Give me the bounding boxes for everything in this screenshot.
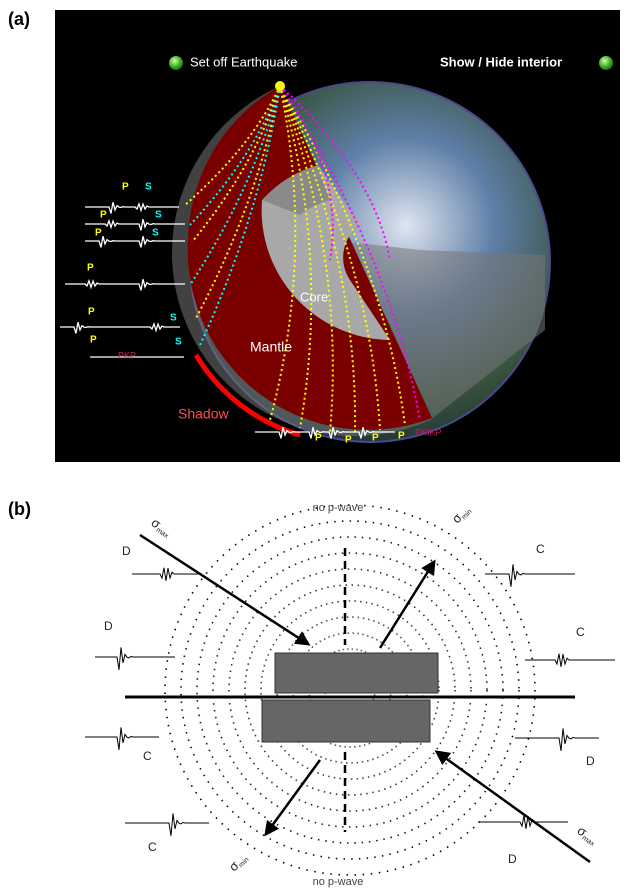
quadrant-label: D	[508, 852, 517, 866]
button[interactable]: Set off Earthquake	[190, 54, 297, 69]
wave-label: P	[345, 435, 352, 446]
wave-label: S	[152, 228, 159, 239]
fault-block	[262, 700, 430, 742]
stress-arrow	[437, 752, 590, 862]
wave-label: P	[122, 182, 129, 193]
stress-label: σmax	[574, 823, 601, 848]
stress-arrow	[380, 562, 434, 648]
stress-arrow	[140, 535, 308, 644]
quadrant-label: D	[104, 619, 113, 633]
page: (a) Set off Earthquake Show / Hide inter…	[0, 0, 644, 888]
panel-label: (b)	[8, 499, 31, 519]
stress-label: σmin	[226, 850, 251, 875]
stress-label: σmax	[148, 515, 175, 540]
wave-label: P	[87, 263, 94, 274]
seismogram	[478, 816, 568, 829]
stress-subscript: min	[238, 856, 251, 869]
seismogram	[125, 813, 209, 835]
wave-label: S	[175, 337, 182, 348]
quadrant-label: D	[586, 754, 595, 768]
region-label: Shadow	[178, 406, 229, 422]
button[interactable]: Show / Hide interior	[440, 54, 562, 69]
wave-label: P	[372, 433, 379, 444]
fault-block	[275, 653, 438, 693]
seismogram	[515, 728, 599, 750]
epicenter	[275, 81, 285, 91]
wave-label: S	[145, 182, 152, 193]
seismogram	[525, 654, 615, 667]
stress-label: σmin	[449, 502, 474, 527]
quadrant-label: D	[122, 544, 131, 558]
stress-subscript: max	[581, 834, 596, 848]
wave-label: P	[315, 433, 322, 444]
seismogram	[485, 564, 575, 586]
wave-label: P	[95, 228, 102, 239]
wave-label: P	[100, 210, 107, 221]
button-icon[interactable]	[599, 56, 613, 70]
seismogram	[85, 727, 159, 749]
wave-label: S	[155, 210, 162, 221]
region-label: Mantle	[250, 339, 292, 355]
region-label: Core	[300, 289, 328, 304]
note: no p-wave	[313, 502, 364, 514]
phase-label: PKIKP	[415, 427, 442, 437]
wave-label: P	[398, 431, 405, 442]
quadrant-label: C	[143, 749, 152, 763]
seismogram	[95, 647, 175, 669]
quadrant-label: C	[148, 840, 157, 854]
note: no p-wave	[313, 876, 364, 888]
stress-subscript: max	[155, 526, 170, 540]
button-icon[interactable]	[169, 56, 183, 70]
wave-label: P	[90, 335, 97, 346]
wave-label: P	[88, 307, 95, 318]
quadrant-label: C	[576, 625, 585, 639]
quadrant-label: C	[536, 542, 545, 556]
figure: (a) Set off Earthquake Show / Hide inter…	[0, 0, 644, 888]
wave-label: S	[170, 313, 177, 324]
stress-subscript: min	[461, 508, 474, 521]
panel-label: (a)	[8, 9, 30, 29]
phase-label: PKP	[118, 350, 136, 360]
stress-arrow	[266, 760, 320, 834]
